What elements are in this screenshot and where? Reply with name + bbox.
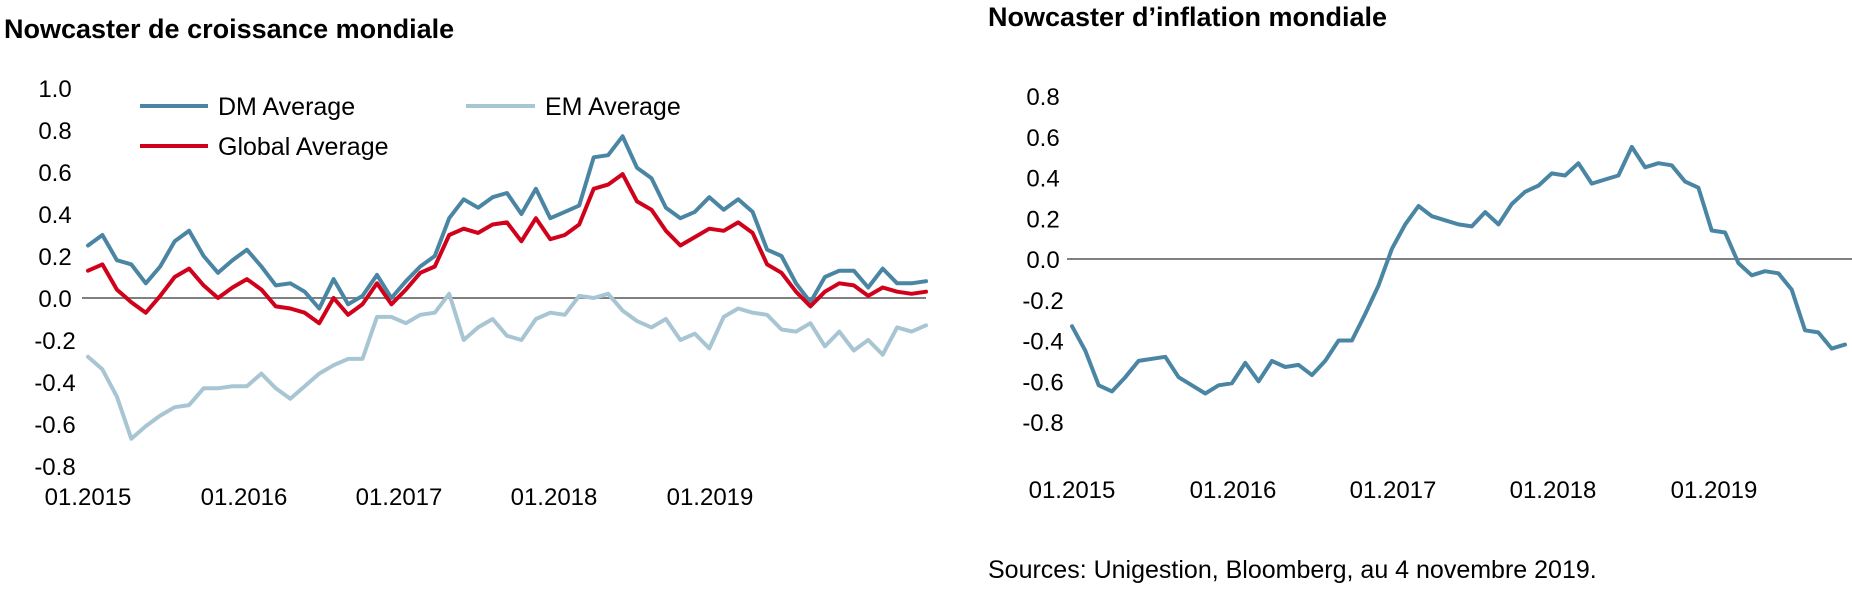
inflation-y-tick-label: 0.6	[1026, 125, 1059, 152]
inflation-y-tick-label: -0.8	[1022, 410, 1063, 437]
inflation-x-tick-label: 01.2019	[1671, 477, 1758, 504]
inflation-y-tick-label: -0.4	[1022, 329, 1063, 356]
inflation-x-tick-label: 01.2018	[1510, 477, 1597, 504]
inflation-y-tick-label: 0.2	[1026, 206, 1059, 233]
chart-title-growth: Nowcaster de croissance mondiale	[4, 14, 455, 44]
growth-y-tick-label: 0.2	[38, 244, 71, 271]
growth-y-tick-label: 0.0	[38, 286, 71, 313]
growth-x-tick-label: 01.2016	[201, 484, 288, 511]
inflation-x-tick-label: 01.2016	[1190, 477, 1277, 504]
legend-label-global-average: Global Average	[218, 133, 389, 161]
growth-y-tick-label: -0.2	[34, 328, 75, 355]
source-note: Sources: Unigestion, Bloomberg, au 4 nov…	[988, 556, 1597, 584]
growth-y-tick-label: 0.4	[38, 202, 71, 229]
inflation-y-tick-label: 0.8	[1026, 84, 1059, 111]
growth-y-tick-label: -0.6	[34, 412, 75, 439]
inflation-y-tick-label: -0.2	[1022, 288, 1063, 315]
global-average-series-line	[86, 172, 928, 326]
growth-y-tick-label: 1.0	[38, 76, 71, 103]
growth-y-tick-label: 0.8	[38, 118, 71, 145]
growth-x-tick-label: 01.2018	[511, 484, 598, 511]
growth-x-tick-label: 01.2017	[356, 484, 443, 511]
growth-x-tick-label: 01.2015	[45, 484, 132, 511]
growth-y-tick-label: 0.6	[38, 160, 71, 187]
inflation-series-line	[1070, 144, 1847, 396]
growth-x-tick-label: 01.2019	[667, 484, 754, 511]
dm-average-series-line	[86, 134, 928, 311]
em-average-series-line	[86, 291, 928, 441]
inflation-y-tick-label: 0.4	[1026, 166, 1059, 193]
growth-y-tick-label: -0.8	[34, 454, 75, 481]
chart-title-inflation: Nowcaster d’inflation mondiale	[988, 2, 1388, 32]
legend-label-dm-average: DM Average	[218, 93, 355, 121]
inflation-y-tick-label: 0.0	[1026, 247, 1059, 274]
inflation-x-tick-label: 01.2017	[1350, 477, 1437, 504]
inflation-y-tick-label: -0.6	[1022, 369, 1063, 396]
growth-y-tick-label: -0.4	[34, 370, 75, 397]
inflation-x-tick-label: 01.2015	[1029, 477, 1116, 504]
legend-label-em-average: EM Average	[545, 93, 681, 121]
